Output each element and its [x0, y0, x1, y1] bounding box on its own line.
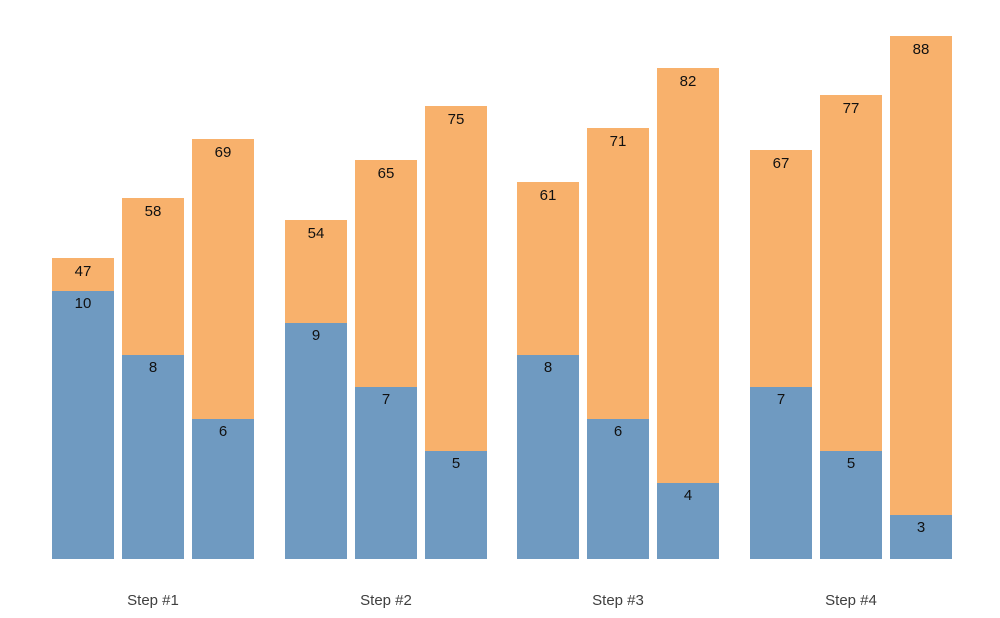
- bar-bottom-label: 5: [846, 455, 856, 472]
- bar-bottom-label: 6: [613, 423, 623, 440]
- stacked-bar: 88 3: [890, 36, 952, 559]
- bar-bottom-label: 8: [148, 359, 158, 376]
- bar-bottom-segment: 7: [750, 387, 812, 559]
- bar-total-label: 71: [609, 133, 627, 150]
- x-tick-label-step4: Step #4: [825, 592, 877, 609]
- bar-bottom-label: 10: [74, 295, 92, 312]
- bar-bottom-segment: 6: [587, 419, 649, 559]
- bar-total-label: 69: [214, 144, 232, 161]
- bar-total-label: 61: [539, 187, 557, 204]
- stacked-bar: 71 6: [587, 128, 649, 559]
- stacked-bar: 75 5: [425, 106, 487, 559]
- bar-total-label: 67: [772, 155, 790, 172]
- bar-bottom-segment: 10: [52, 291, 114, 559]
- bar-bottom-segment: 6: [192, 419, 254, 559]
- bar-bottom-label: 5: [451, 455, 461, 472]
- bar-bottom-label: 8: [543, 359, 553, 376]
- stacked-bar: 69 6: [192, 139, 254, 559]
- bar-bottom-label: 3: [916, 519, 926, 536]
- stacked-bar: 82 4: [657, 68, 719, 559]
- bar-total-label: 65: [377, 165, 395, 182]
- bar-bottom-segment: 9: [285, 323, 347, 559]
- bar-bottom-label: 9: [311, 327, 321, 344]
- stacked-bar: 65 7: [355, 160, 417, 559]
- bar-total-label: 77: [842, 100, 860, 117]
- bar-bottom-segment: 5: [820, 451, 882, 559]
- bar-bottom-label: 7: [776, 391, 786, 408]
- bar-bottom-segment: 8: [122, 355, 184, 559]
- bar-total-label: 75: [447, 111, 465, 128]
- bar-total-label: 88: [912, 41, 930, 58]
- stacked-bar: 67 7: [750, 150, 812, 559]
- bar-bottom-segment: 3: [890, 515, 952, 559]
- bar-bottom-segment: 5: [425, 451, 487, 559]
- bar-bottom-label: 6: [218, 423, 228, 440]
- x-tick-label-step3: Step #3: [592, 592, 644, 609]
- bar-total-label: 82: [679, 73, 697, 90]
- stacked-bar: 47 10: [52, 258, 114, 559]
- bar-total-label: 58: [144, 203, 162, 220]
- stacked-bar: 58 8: [122, 198, 184, 559]
- bar-bottom-label: 7: [381, 391, 391, 408]
- bar-total-label: 54: [307, 225, 325, 242]
- stacked-bar: 77 5: [820, 95, 882, 559]
- bar-bottom-segment: 7: [355, 387, 417, 559]
- stacked-bar: 61 8: [517, 182, 579, 559]
- stacked-bar: 54 9: [285, 220, 347, 559]
- bar-total-label: 47: [74, 263, 92, 280]
- bar-bottom-segment: 8: [517, 355, 579, 559]
- x-tick-label-step1: Step #1: [127, 592, 179, 609]
- x-tick-label-step2: Step #2: [360, 592, 412, 609]
- bar-bottom-segment: 4: [657, 483, 719, 559]
- bar-bottom-label: 4: [683, 487, 693, 504]
